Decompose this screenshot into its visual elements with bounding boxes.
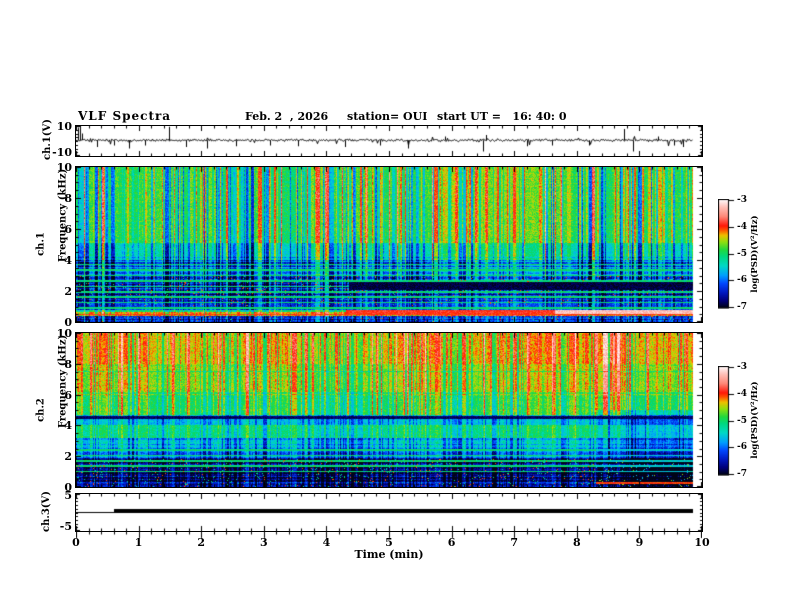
x-axis-ticks-canvas bbox=[76, 531, 702, 539]
volt-tick-label: -10 bbox=[52, 146, 72, 159]
x-tick-label: 3 bbox=[259, 536, 268, 549]
colorbar-tick-label: -5 bbox=[737, 415, 747, 426]
freq-tick-label: 2 bbox=[64, 285, 72, 298]
freq-tick-label: 6 bbox=[64, 388, 72, 402]
colorbar-tick-label: -3 bbox=[737, 195, 747, 205]
x-tick-label: 0 bbox=[72, 536, 80, 549]
colorbar-tick-label: -5 bbox=[737, 248, 747, 259]
freq-tick-label: 10 bbox=[56, 161, 72, 174]
freq-tick-label: 2 bbox=[64, 450, 72, 464]
colorbar-tick-label: -7 bbox=[737, 469, 747, 479]
freq-tick-label: 4 bbox=[64, 419, 72, 433]
x-axis-title: Time (min) bbox=[354, 548, 424, 561]
ch1-freq-axis-line2: Frequency (kHz) bbox=[57, 168, 69, 263]
x-tick-label: 8 bbox=[572, 536, 581, 549]
freq-tick-label: 8 bbox=[64, 357, 72, 371]
volt-tick-label: -5 bbox=[59, 520, 72, 533]
freq-tick-label: 8 bbox=[64, 192, 72, 205]
freq-tick-label: 6 bbox=[64, 223, 72, 236]
x-tick-label: 9 bbox=[635, 536, 644, 549]
colorbar-tick-label: -4 bbox=[737, 221, 747, 232]
x-tick-label: 6 bbox=[447, 536, 456, 549]
volt-tick-label: 5 bbox=[64, 489, 72, 502]
ch1-freq-axis-title: ch.1 Frequency (kHz) bbox=[35, 169, 69, 287]
freq-tick-label: 0 bbox=[64, 481, 72, 494]
x-tick-label: 10 bbox=[694, 536, 710, 549]
ch2-freq-axis-title: ch.2 Frequency (kHz) bbox=[35, 335, 69, 453]
start-ut-label: start UT = 16: 40: 0 bbox=[437, 110, 567, 123]
freq-tick-label: 10 bbox=[56, 327, 72, 340]
ch1-waveform-panel bbox=[75, 125, 703, 157]
ch1-freq-axis-line1: ch.1 bbox=[35, 232, 47, 256]
x-tick-label: 7 bbox=[510, 536, 519, 549]
colorbar-tick-label: -4 bbox=[737, 388, 747, 399]
ch2-spectrogram-panel bbox=[75, 332, 703, 488]
ch3-waveform-canvas bbox=[76, 494, 702, 531]
freq-tick-label: 4 bbox=[64, 254, 72, 267]
x-tick-label: 4 bbox=[322, 536, 331, 549]
colorbar-tick-label: -7 bbox=[737, 302, 747, 312]
colorbar2-canvas bbox=[718, 366, 736, 476]
x-tick-label: 2 bbox=[197, 536, 206, 549]
ch2-freq-axis-line2: Frequency (kHz) bbox=[57, 334, 69, 429]
figure-title: VLF Spectra bbox=[78, 109, 172, 123]
ch1-waveform-canvas bbox=[76, 126, 702, 156]
colorbar-tick-label: -6 bbox=[737, 442, 747, 453]
ch1-spectrogram-panel bbox=[75, 166, 703, 323]
station-label: station= OUI bbox=[347, 110, 428, 123]
freq-tick-label: 0 bbox=[64, 316, 72, 329]
x-tick-label: 1 bbox=[134, 536, 143, 549]
colorbar-tick-label: -6 bbox=[737, 275, 747, 286]
ch2-spectrogram-canvas bbox=[76, 333, 702, 487]
date-label: Feb. 2 , 2026 bbox=[245, 110, 329, 123]
x-tick-label: 5 bbox=[385, 536, 393, 549]
colorbar-tick-label: -3 bbox=[737, 362, 747, 372]
ch2-freq-axis-line1: ch.2 bbox=[35, 398, 47, 422]
volt-tick-label: 10 bbox=[56, 120, 72, 133]
ch1-spectrogram-canvas bbox=[76, 167, 702, 322]
ch3-waveform-panel bbox=[75, 493, 703, 532]
colorbar1-canvas bbox=[718, 199, 736, 309]
